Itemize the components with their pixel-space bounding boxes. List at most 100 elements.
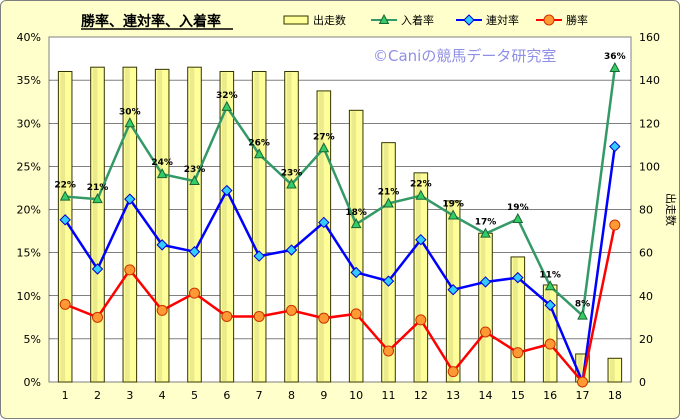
y-left-tick-label: 20% — [17, 204, 41, 217]
data-point — [544, 299, 556, 311]
data-point — [318, 312, 330, 324]
legend-marker — [378, 13, 390, 24]
y-right-tick-label: 20 — [639, 333, 653, 346]
data-point — [221, 100, 233, 111]
data-point — [156, 168, 168, 179]
data-point — [415, 314, 427, 326]
x-tick-label: 11 — [382, 389, 396, 402]
data-point — [286, 304, 297, 316]
series-line-2 — [64, 146, 617, 387]
data-label: 11% — [539, 270, 561, 280]
data-point — [221, 184, 233, 197]
chart-title: 勝率、連対率、入着率 — [81, 13, 221, 30]
data-point — [156, 239, 168, 251]
y-right-tick-label: 140 — [639, 74, 660, 87]
y-right-tick-label: 160 — [639, 31, 660, 44]
x-tick-label: 10 — [349, 389, 363, 402]
data-point — [286, 178, 297, 189]
data-point — [512, 271, 524, 284]
bar-shade — [545, 285, 551, 381]
y-right-tick-label: 60 — [639, 247, 653, 260]
y-left-tick-label: 5% — [24, 333, 41, 346]
data-label: 32% — [216, 91, 238, 101]
data-point — [479, 276, 492, 288]
x-tick-label: 7 — [256, 389, 263, 402]
data-label: 17% — [475, 218, 497, 228]
data-point — [544, 338, 556, 350]
y-left-tick-label: 40% — [17, 31, 41, 44]
data-point — [383, 345, 394, 357]
data-label: 8% — [575, 300, 590, 310]
bar-shade — [222, 72, 227, 381]
data-point — [188, 246, 201, 258]
bar-shade — [577, 354, 583, 381]
bar-shade — [157, 70, 163, 381]
data-point — [544, 280, 556, 291]
x-tick-label: 1 — [62, 389, 69, 402]
y-right-tick-label: 100 — [639, 160, 660, 173]
series-line-3 — [64, 224, 617, 385]
data-point — [221, 310, 233, 322]
legend-label: 連対率 — [486, 13, 519, 27]
data-point — [124, 264, 136, 276]
data-point — [124, 193, 136, 205]
legend-swatch — [283, 15, 309, 25]
data-point — [92, 311, 103, 323]
y-left-tick-label: 15% — [17, 247, 41, 260]
legend-marker — [463, 14, 475, 26]
data-point — [59, 298, 71, 310]
data-label: 24% — [151, 158, 173, 168]
x-tick-label: 17 — [576, 389, 590, 402]
data-label: 21% — [378, 187, 400, 197]
x-tick-label: 4 — [159, 389, 166, 402]
bar-shade — [383, 143, 389, 381]
bar-shade — [286, 72, 292, 381]
legend-label: 勝率 — [566, 13, 588, 27]
x-tick-label: 13 — [446, 389, 460, 402]
y-left-tick-label: 0% — [24, 376, 41, 389]
x-tick-label: 12 — [414, 389, 428, 402]
data-point — [253, 250, 265, 262]
data-label: 19% — [507, 203, 529, 213]
x-tick-label: 2 — [94, 389, 101, 402]
data-point — [447, 209, 459, 220]
data-point — [577, 376, 588, 388]
bar-shade — [416, 173, 421, 381]
data-point — [350, 308, 362, 320]
bar-shade — [351, 111, 357, 381]
x-tick-label: 15 — [511, 389, 525, 402]
data-label: 18% — [345, 208, 367, 218]
data-label: 30% — [119, 107, 141, 117]
y-right-tick-label: 0 — [639, 376, 646, 389]
x-tick-label: 6 — [223, 389, 230, 402]
data-label: 27% — [313, 132, 335, 142]
bar-shade — [610, 359, 615, 381]
bar-shade — [319, 91, 324, 381]
data-point — [512, 347, 524, 359]
data-point — [447, 284, 459, 296]
y-left-tick-label: 35% — [17, 74, 41, 87]
series-line-1 — [65, 67, 617, 319]
data-label: 19% — [442, 200, 464, 210]
legend-marker — [543, 14, 555, 26]
y-left-tick-label: 25% — [17, 160, 41, 173]
data-label: 26% — [248, 138, 270, 148]
bar-shade — [480, 234, 486, 381]
legend-label: 入着率 — [401, 13, 434, 27]
x-tick-label: 14 — [479, 389, 493, 402]
y-right-tick-label: 40 — [639, 290, 653, 303]
data-point — [609, 61, 621, 73]
x-tick-label: 8 — [288, 389, 295, 402]
bar-shade — [125, 68, 130, 381]
bar-shade — [92, 68, 98, 381]
data-point — [91, 263, 104, 275]
data-label: 22% — [54, 181, 76, 191]
legend-label: 出走数 — [313, 13, 346, 27]
data-point — [609, 140, 621, 153]
data-point — [318, 142, 330, 153]
y-left-tick-label: 30% — [17, 117, 41, 130]
data-point — [253, 148, 265, 159]
watermark-text: ©Caniの競馬データ研究室 — [373, 47, 556, 65]
data-point — [124, 117, 136, 128]
